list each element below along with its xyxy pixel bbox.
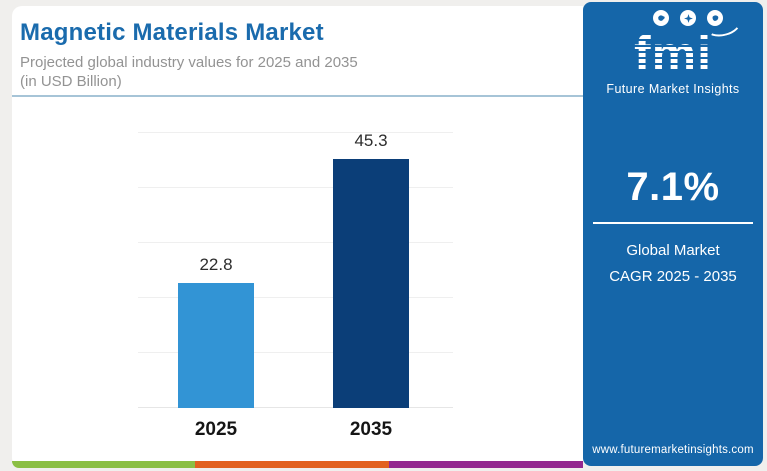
logo-globes xyxy=(653,10,723,26)
cagr-label: Global Market CAGR 2025 - 2035 xyxy=(583,238,763,289)
gridline xyxy=(138,242,453,243)
gridline xyxy=(138,297,453,298)
cagr-divider xyxy=(593,222,753,224)
card-header: Magnetic Materials Market Projected glob… xyxy=(12,6,583,97)
page-subtitle: Projected global industry values for 202… xyxy=(20,53,573,91)
gridline xyxy=(138,352,453,353)
logo-tagline: Future Market Insights xyxy=(606,82,740,96)
bar-value-label: 22.8 xyxy=(199,254,233,274)
brand-sidebar: fmi Future Market Insights 7.1% Global M… xyxy=(583,2,763,466)
gridline xyxy=(138,407,453,408)
bar-2025 xyxy=(178,282,254,408)
globe-icon-3 xyxy=(707,10,723,26)
strip-segment-green xyxy=(12,461,195,468)
cagr-value: 7.1% xyxy=(626,165,720,209)
chart-card: Magnetic Materials Market Projected glob… xyxy=(12,6,583,468)
cagr-block: 7.1% Global Market CAGR 2025 - 2035 xyxy=(583,165,763,289)
strip-segment-purple xyxy=(388,461,583,468)
bar-2035 xyxy=(333,158,409,408)
globe-icon-1 xyxy=(653,10,669,26)
globe-icon-2 xyxy=(680,10,696,26)
bar-value-label: 45.3 xyxy=(354,130,388,150)
cagr-label-line-1: Global Market xyxy=(626,242,720,259)
bar-column-2025: 22.8 2025 xyxy=(178,133,254,440)
cagr-label-line-2: CAGR 2025 - 2035 xyxy=(609,267,737,285)
x-axis-label: 2025 xyxy=(194,419,238,440)
subtitle-line-1: Projected global industry values for 202… xyxy=(20,54,358,71)
fmi-logo: fmi Future Market Insights xyxy=(583,2,763,102)
plot-area: 22.8 2025 45.3 2035 xyxy=(138,130,453,440)
website-link[interactable]: www.futuremarketinsights.com xyxy=(592,444,754,456)
strip-segment-orange xyxy=(194,461,389,468)
gridline xyxy=(138,187,453,188)
gridline xyxy=(138,132,453,133)
x-axis-label: 2035 xyxy=(349,419,393,440)
logo-wordmark: fmi xyxy=(583,29,763,79)
bar-column-2035: 45.3 2035 xyxy=(333,130,409,440)
footer-color-strip xyxy=(12,461,583,468)
subtitle-line-2: (in USD Billion) xyxy=(20,73,122,91)
page-title: Magnetic Materials Market xyxy=(20,19,324,46)
